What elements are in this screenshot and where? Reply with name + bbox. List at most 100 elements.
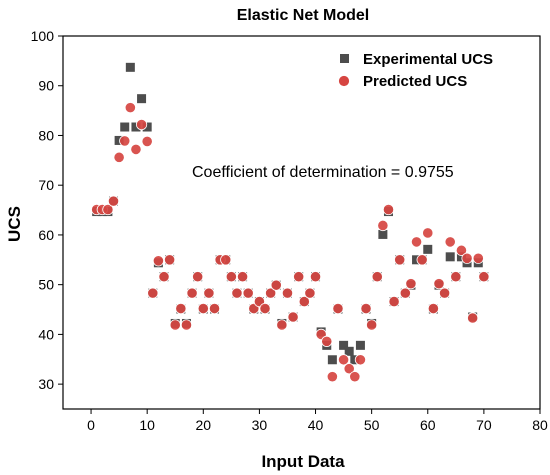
predicted-ucs-point — [406, 278, 416, 288]
predicted-ucs-point — [467, 313, 477, 323]
predicted-ucs-point — [473, 253, 483, 263]
predicted-ucs-point — [411, 237, 421, 247]
predicted-ucs-point — [142, 136, 152, 146]
experimental-ucs-point — [345, 347, 354, 356]
chart-title: Elastic Net Model — [237, 7, 369, 24]
predicted-ucs-point — [159, 272, 169, 282]
r2-annotation: Coefficient of determination = 0.9755 — [192, 164, 454, 181]
predicted-ucs-point — [260, 303, 270, 313]
y-tick-label: 80 — [38, 127, 54, 143]
y-axis: 30 40 50 60 70 80 90 100 — [31, 28, 63, 392]
predicted-ucs-point — [338, 355, 348, 365]
predicted-ucs-point — [108, 196, 118, 206]
x-tick-label: 20 — [196, 417, 212, 433]
experimental-ucs-point — [446, 252, 455, 261]
predicted-ucs-point — [136, 119, 146, 129]
predicted-ucs-point — [232, 288, 242, 298]
x-tick-label: 50 — [364, 417, 380, 433]
x-axis: 0 10 20 30 40 50 60 70 80 — [87, 409, 548, 433]
x-tick-label: 70 — [476, 417, 492, 433]
predicted-ucs-point — [445, 237, 455, 247]
predicted-ucs-point — [383, 204, 393, 214]
experimental-ucs-point — [120, 123, 129, 132]
x-tick-label: 0 — [87, 417, 95, 433]
predicted-ucs-point — [293, 272, 303, 282]
predicted-ucs-point — [125, 102, 135, 112]
y-tick-label: 60 — [38, 227, 54, 243]
predicted-ucs-point — [434, 278, 444, 288]
predicted-ucs-point — [176, 303, 186, 313]
predicted-ucs-point — [170, 320, 180, 330]
predicted-ucs-point — [209, 303, 219, 313]
predicted-ucs-point — [187, 288, 197, 298]
predicted-ucs-point — [271, 280, 281, 290]
predicted-ucs-point — [395, 255, 405, 265]
predicted-ucs-point — [226, 272, 236, 282]
predicted-ucs-point — [389, 296, 399, 306]
predicted-ucs-point — [428, 303, 438, 313]
predicted-ucs-point — [439, 288, 449, 298]
predicted-ucs-point — [288, 312, 298, 322]
predicted-ucs-point — [221, 255, 231, 265]
predicted-ucs-point — [350, 371, 360, 381]
x-tick-label: 30 — [252, 417, 268, 433]
predicted-ucs-point — [462, 253, 472, 263]
experimental-ucs-point — [137, 94, 146, 103]
predicted-ucs-point — [243, 288, 253, 298]
predicted-ucs-point — [204, 288, 214, 298]
predicted-ucs-point — [153, 256, 163, 266]
predicted-ucs-point — [327, 371, 337, 381]
x-tick-label: 10 — [139, 417, 155, 433]
experimental-ucs-point — [356, 341, 365, 350]
y-tick-label: 70 — [38, 177, 54, 193]
predicted-ucs-point — [131, 144, 141, 154]
predicted-ucs-point — [322, 336, 332, 346]
y-axis-label: UCS — [5, 206, 24, 242]
data-points — [91, 63, 489, 382]
predicted-ucs-point — [333, 303, 343, 313]
legend-label-experimental: Experimental UCS — [363, 51, 493, 68]
predicted-ucs-point — [451, 272, 461, 282]
experimental-ucs-point — [328, 355, 337, 364]
legend: Experimental UCS Predicted UCS — [339, 51, 494, 90]
experimental-ucs-point — [378, 230, 387, 239]
predicted-ucs-point — [164, 255, 174, 265]
predicted-ucs-point — [114, 152, 124, 162]
legend-marker-predicted — [339, 76, 350, 87]
predicted-ucs-point — [372, 272, 382, 282]
predicted-ucs-point — [237, 272, 247, 282]
y-tick-label: 50 — [38, 277, 54, 293]
predicted-ucs-point — [378, 220, 388, 230]
x-axis-label: Input Data — [261, 452, 345, 471]
predicted-ucs-point — [400, 288, 410, 298]
experimental-ucs-point — [423, 245, 432, 254]
predicted-ucs-point — [305, 288, 315, 298]
predicted-ucs-point — [310, 272, 320, 282]
predicted-ucs-point — [479, 272, 489, 282]
predicted-ucs-point — [417, 255, 427, 265]
x-tick-label: 80 — [532, 417, 548, 433]
predicted-ucs-point — [277, 320, 287, 330]
predicted-ucs-point — [355, 355, 365, 365]
y-tick-label: 100 — [31, 28, 55, 44]
predicted-ucs-point — [192, 272, 202, 282]
y-tick-label: 30 — [38, 376, 54, 392]
y-tick-label: 90 — [38, 78, 54, 94]
predicted-ucs-point — [282, 288, 292, 298]
predicted-ucs-point — [423, 228, 433, 238]
legend-marker-experimental — [340, 54, 349, 63]
plot-area — [63, 36, 540, 409]
predicted-ucs-point — [181, 320, 191, 330]
experimental-ucs-point — [126, 63, 135, 72]
predicted-ucs-point — [366, 320, 376, 330]
predicted-ucs-point — [198, 303, 208, 313]
x-tick-label: 40 — [308, 417, 324, 433]
x-tick-label: 60 — [420, 417, 436, 433]
legend-label-predicted: Predicted UCS — [363, 73, 467, 90]
predicted-ucs-point — [120, 136, 130, 146]
predicted-ucs-point — [148, 288, 158, 298]
plot-frame — [63, 36, 540, 409]
y-tick-label: 40 — [38, 326, 54, 342]
predicted-ucs-point — [361, 303, 371, 313]
